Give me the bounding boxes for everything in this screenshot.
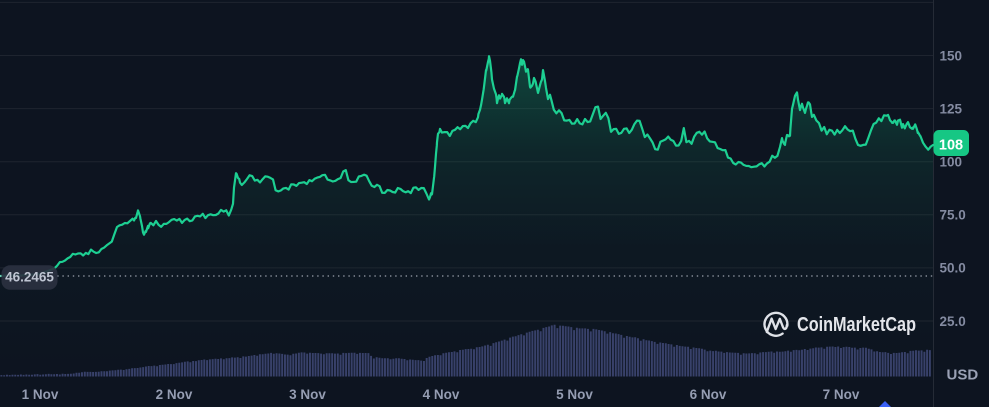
svg-text:5 Nov: 5 Nov	[556, 387, 593, 402]
svg-text:108: 108	[939, 138, 963, 154]
svg-text:2 Nov: 2 Nov	[156, 387, 193, 402]
svg-text:100: 100	[940, 155, 963, 170]
svg-text:46.2465: 46.2465	[5, 270, 54, 285]
svg-text:7 Nov: 7 Nov	[823, 387, 860, 402]
svg-text:25.0: 25.0	[940, 314, 966, 329]
svg-text:75.0: 75.0	[940, 208, 966, 223]
svg-text:1 Nov: 1 Nov	[22, 387, 59, 402]
svg-text:USD: USD	[947, 367, 979, 384]
svg-text:6 Nov: 6 Nov	[690, 387, 727, 402]
svg-text:125: 125	[940, 101, 963, 116]
svg-text:4 Nov: 4 Nov	[423, 387, 460, 402]
svg-text:50.0: 50.0	[940, 261, 966, 276]
svg-text:3 Nov: 3 Nov	[289, 387, 326, 402]
svg-text:CoinMarketCap: CoinMarketCap	[797, 314, 916, 336]
svg-text:150: 150	[940, 48, 963, 63]
